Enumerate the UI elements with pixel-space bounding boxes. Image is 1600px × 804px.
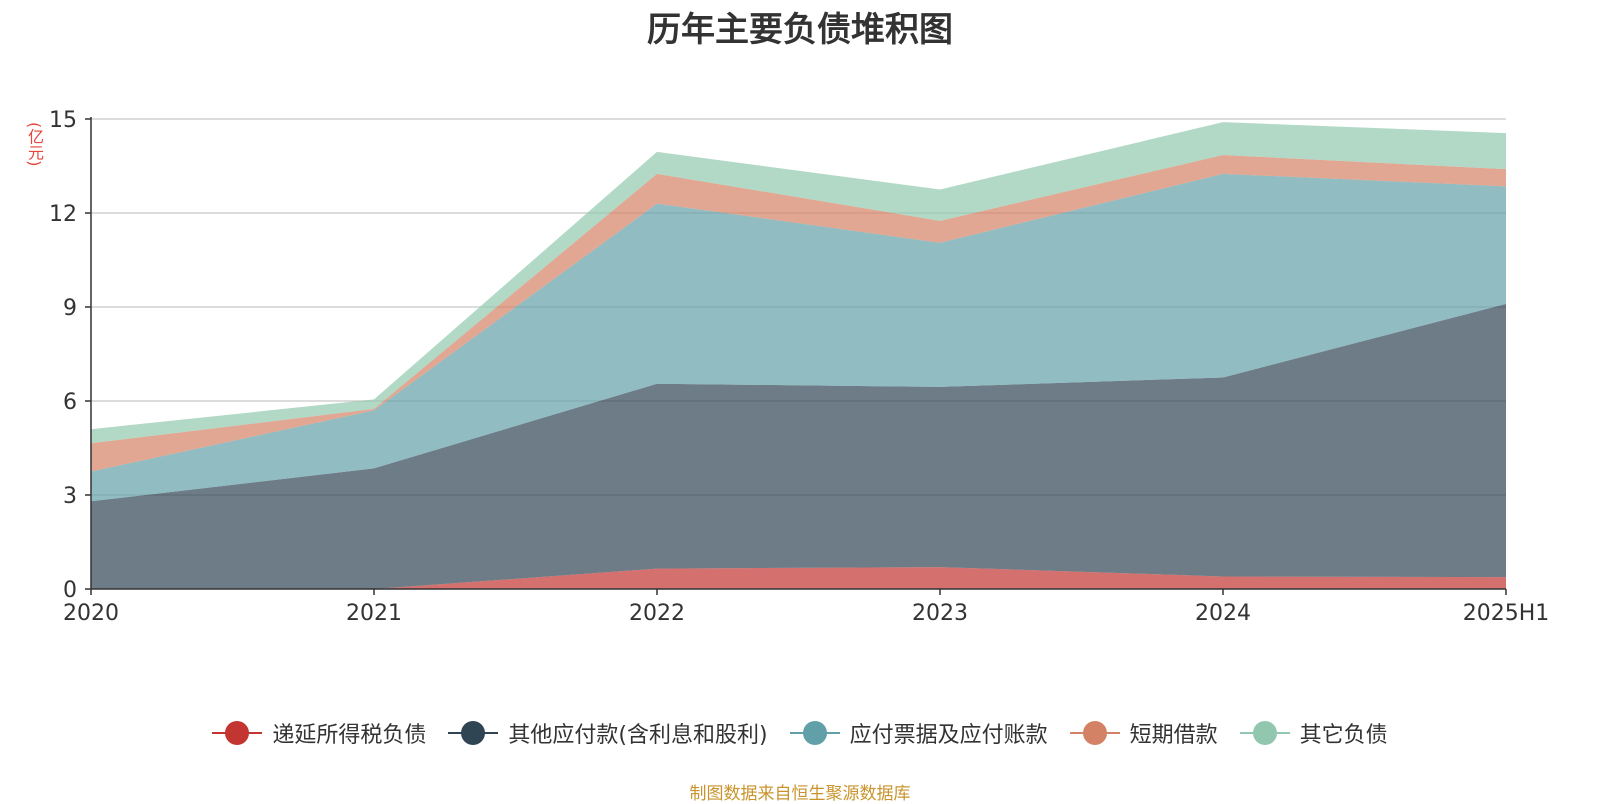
x-tick-label: 2021	[346, 601, 402, 626]
y-tick-label: 6	[63, 390, 77, 415]
y-tick-label: 3	[63, 484, 77, 509]
legend-label: 应付票据及应付账款	[849, 723, 1048, 748]
y-tick-label: 15	[49, 108, 77, 133]
area-series-3	[91, 155, 1506, 472]
legend-item-3[interactable]: 短期借款	[1069, 717, 1218, 749]
area-series-0	[91, 567, 1506, 589]
legend-label: 其它负债	[1299, 723, 1388, 748]
x-tick-label: 2024	[1195, 601, 1251, 626]
axes: 0 3 6 9 12 15 2020 2021 2022 2023 2024 2025H1	[49, 108, 1549, 626]
legend-label: 短期借款	[1129, 723, 1218, 748]
legend-item-2[interactable]: 应付票据及应付账款	[789, 717, 1048, 749]
legend-marker-icon	[789, 720, 840, 746]
area-series	[91, 122, 1506, 589]
legend-label: 其他应付款(含利息和股利)	[508, 723, 768, 748]
x-tick-label: 2022	[629, 601, 685, 626]
legend-marker-icon	[212, 720, 263, 746]
legend-label: 递延所得税负债	[272, 723, 427, 748]
data-source-note: 制图数据来自恒生聚源数据库	[689, 784, 911, 804]
legend-marker-icon	[1239, 720, 1290, 746]
chart-title: 历年主要负债堆积图	[647, 10, 953, 50]
legend-item-1[interactable]: 其他应付款(含利息和股利)	[448, 717, 768, 749]
y-axis-unit-label: (亿元)	[25, 122, 44, 167]
y-tick-label: 0	[63, 578, 77, 603]
y-tick-label: 9	[63, 296, 77, 321]
legend-marker-icon	[1069, 720, 1120, 746]
legend-item-4[interactable]: 其它负债	[1239, 717, 1388, 749]
area-series-2	[91, 173, 1506, 502]
legend-marker-icon	[448, 720, 499, 746]
area-series-1	[91, 303, 1506, 589]
area-series-4	[91, 122, 1506, 444]
legend-item-0[interactable]: 递延所得税负债	[212, 717, 426, 749]
x-tick-label: 2020	[63, 601, 119, 626]
x-tick-label: 2025H1	[1463, 601, 1550, 626]
legend: 递延所得税负债 其他应付款(含利息和股利) 应付票据及应付账款 短期借款 其它负债	[0, 717, 1600, 749]
y-tick-label: 12	[49, 202, 77, 227]
x-tick-label: 2023	[912, 601, 968, 626]
stacked-area-chart: 0 3 6 9 12 15 2020 2021 2022 2023 2024 2025H1	[49, 108, 1549, 626]
